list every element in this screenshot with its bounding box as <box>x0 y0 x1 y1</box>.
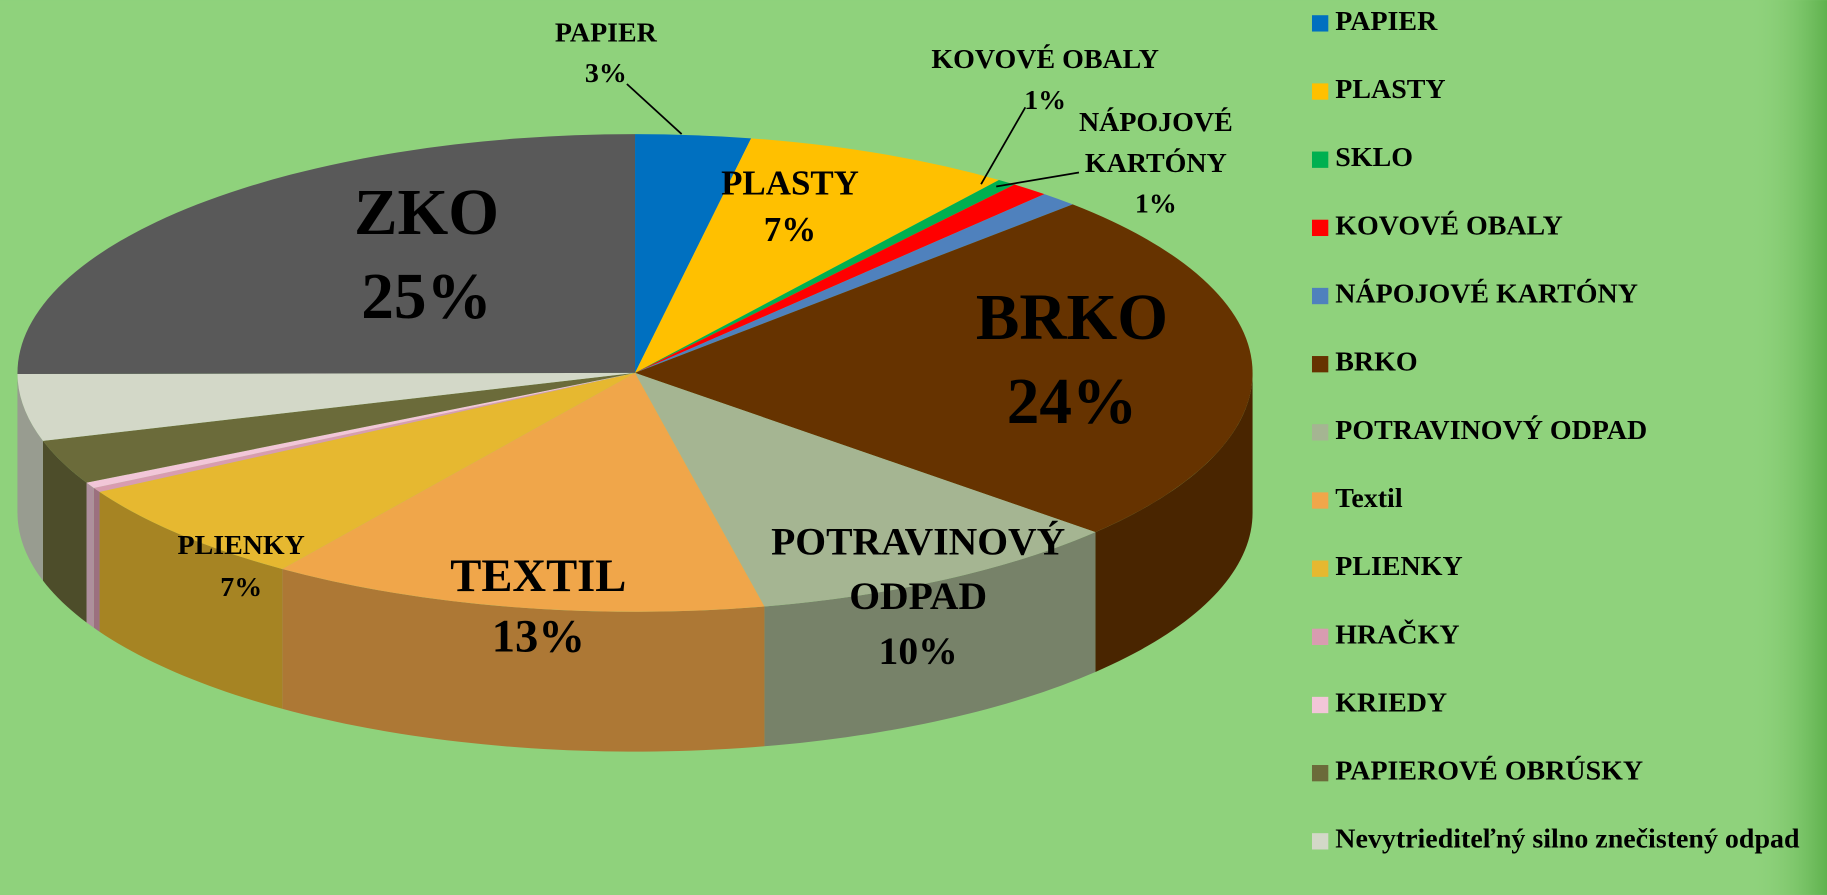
slice <box>635 204 1253 533</box>
legend-swatch <box>1311 560 1329 577</box>
slice <box>635 138 999 373</box>
slice-label: KOVOVÉ OBALY <box>931 44 1159 75</box>
slice-label: ZKO <box>354 177 499 249</box>
slice <box>93 372 636 492</box>
slice <box>99 372 636 569</box>
slice <box>86 372 636 488</box>
value-label: 7% <box>220 572 262 603</box>
legend-label: NÁPOJOVÉ KARTÓNY <box>1335 278 1638 309</box>
legend-label: PAPIEROVÉ OBRÚSKY <box>1335 756 1643 787</box>
legend-swatch <box>1311 492 1329 509</box>
legend-label: SKLO <box>1335 142 1413 173</box>
pie <box>17 134 1253 752</box>
legend-swatch <box>1311 15 1329 32</box>
value-label: 1% <box>1135 189 1177 220</box>
legend-swatch <box>1311 151 1329 168</box>
slice <box>635 179 1015 373</box>
value-label: 13% <box>492 611 585 663</box>
legend-swatch <box>1311 83 1329 100</box>
legend-label: HRAČKY <box>1335 619 1459 650</box>
legend: PAPIER PLASTY SKLO KOVOVÉ OBALY NÁPOJOVÉ KAR… <box>1311 6 1800 855</box>
legend-label: PAPIER <box>1335 6 1438 37</box>
value-label: 25% <box>361 261 492 333</box>
value-label: 7% <box>764 210 816 249</box>
slice-label: PLASTY <box>721 164 859 203</box>
slice-label: POTRAVINOVÝ <box>771 519 1065 563</box>
legend-swatch <box>1311 833 1329 850</box>
value-label: 10% <box>879 629 958 673</box>
legend-swatch <box>1311 356 1329 373</box>
slice-side <box>86 482 94 628</box>
slice-label: NÁPOJOVÉ <box>1079 107 1233 138</box>
leader-line <box>626 83 683 135</box>
slice-label: PLIENKY <box>178 530 305 561</box>
slice <box>42 372 636 483</box>
leader-line <box>996 171 1080 188</box>
legend-label: Nevytriediteľný silno znečistený odpad <box>1335 824 1800 855</box>
background-edge <box>1747 0 1827 895</box>
slice-label: BRKO <box>976 282 1168 354</box>
slice-side <box>93 487 100 632</box>
slice-side <box>1095 372 1253 672</box>
slice <box>282 372 765 612</box>
slice-side <box>42 440 87 623</box>
legend-label: BRKO <box>1335 347 1417 378</box>
slice <box>635 184 1045 373</box>
slice-side <box>764 532 1096 747</box>
slice <box>17 134 636 375</box>
value-label: 24% <box>1007 366 1137 438</box>
legend-swatch <box>1311 765 1329 782</box>
slice-label: PAPIER <box>555 17 658 48</box>
value-label: 1% <box>1024 85 1066 116</box>
legend-swatch <box>1311 696 1329 714</box>
leader-line <box>980 106 1027 185</box>
slice <box>635 194 1073 373</box>
legend-swatch <box>1311 219 1329 237</box>
slice <box>635 134 752 373</box>
legend-swatch <box>1311 287 1329 305</box>
legend-label: Textil <box>1335 483 1403 514</box>
slice-label: KARTÓNY <box>1085 148 1227 179</box>
slice-label: TEXTIL <box>450 550 626 602</box>
slice-side <box>99 491 283 709</box>
legend-label: PLIENKY <box>1335 551 1462 582</box>
slice <box>17 372 636 441</box>
labels: PAPIER 3% PLASTY 7% KOVOVÉ OBALY 1% NÁPOJOVÉ KA… <box>178 17 1233 673</box>
legend-swatch <box>1311 424 1329 441</box>
value-label: 3% <box>585 58 627 89</box>
slice <box>635 372 1096 607</box>
legend-label: POTRAVINOVÝ ODPAD <box>1335 415 1647 446</box>
slice-side <box>17 374 43 581</box>
legend-label: PLASTY <box>1335 74 1445 105</box>
legend-label: KOVOVÉ OBALY <box>1335 210 1563 241</box>
slice-side <box>282 568 765 752</box>
slice-label: ODPAD <box>849 574 987 618</box>
legend-label: KRIEDY <box>1335 687 1447 718</box>
legend-swatch <box>1311 628 1329 645</box>
